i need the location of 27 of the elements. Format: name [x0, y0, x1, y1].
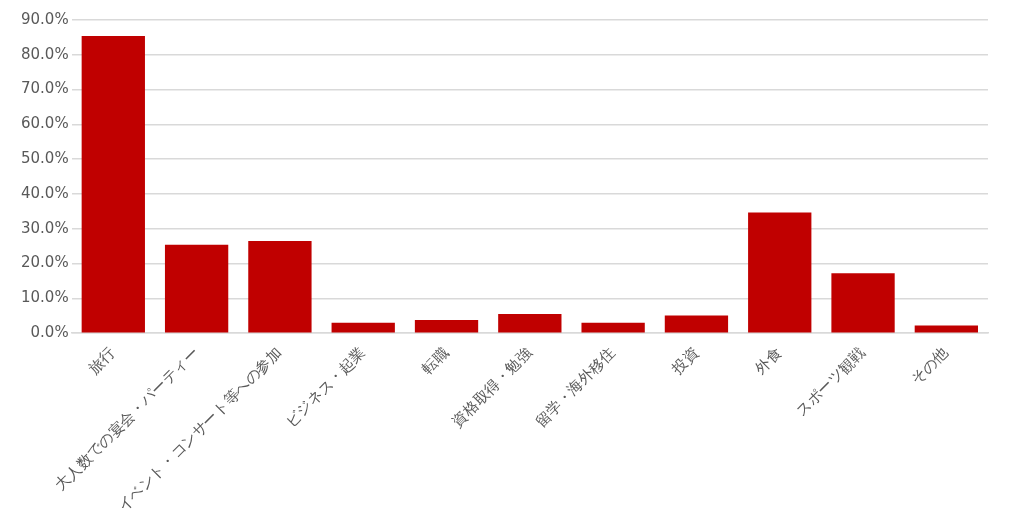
bar [164, 244, 229, 333]
x-tick-label: その他 [907, 343, 952, 388]
y-tick-label: 0.0% [30, 323, 69, 342]
y-tick-label: 80.0% [21, 44, 69, 63]
bar [248, 240, 312, 333]
y-tick-label: 50.0% [21, 149, 69, 168]
bar [581, 322, 645, 333]
bar [498, 314, 562, 333]
y-tick-label: 20.0% [21, 253, 69, 272]
y-tick-label: 70.0% [21, 79, 69, 98]
x-tick-label: 旅行 [84, 343, 119, 378]
x-tick-label: スポーツ観戦 [792, 343, 869, 420]
y-tick-label: 40.0% [21, 183, 69, 202]
x-tick-label: 外食 [751, 343, 786, 378]
x-tick-label: ビジネス・起業 [281, 343, 369, 431]
y-tick-label: 90.0% [21, 9, 69, 28]
bar [331, 322, 395, 333]
bar [414, 319, 479, 333]
x-tick-label: 投資 [667, 343, 703, 379]
y-tick-label: 60.0% [21, 114, 69, 133]
x-tick-label: 転職 [418, 343, 453, 378]
y-tick-label: 30.0% [21, 218, 69, 237]
bar [664, 315, 729, 333]
y-tick-label: 10.0% [21, 288, 69, 307]
bar [831, 273, 895, 333]
bar [81, 36, 145, 333]
bar [748, 212, 812, 333]
